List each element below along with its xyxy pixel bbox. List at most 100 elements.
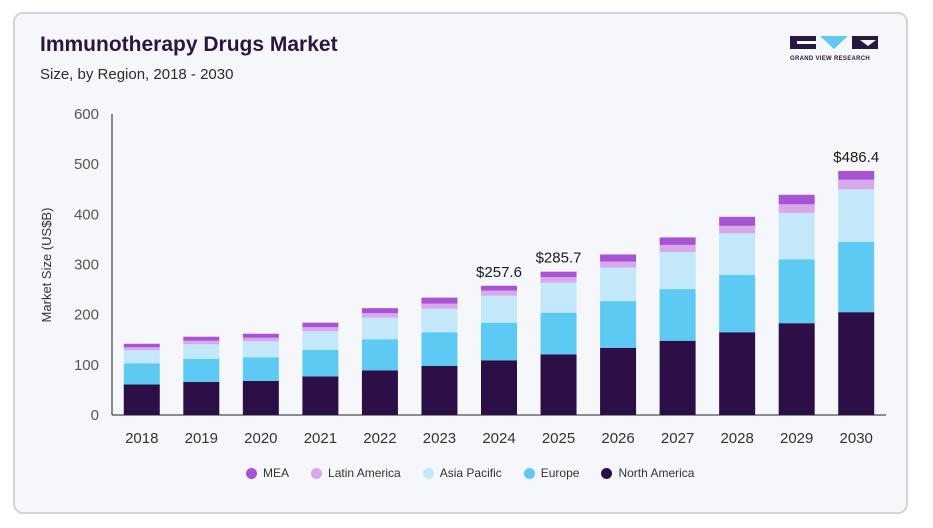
bar-segment-north-america-2028: [719, 332, 756, 415]
bar-segment-europe-2018: [123, 363, 160, 385]
bar-segment-asia-pacific-2022: [361, 317, 398, 340]
bar-segment-mea-2030: [838, 170, 875, 180]
grand-view-research-logo-icon: [790, 36, 878, 49]
x-tick-label-2030: 2030: [840, 430, 873, 447]
bar-segment-north-america-2020: [242, 380, 279, 415]
bar-segment-north-america-2021: [302, 376, 339, 415]
bar-segment-latin-america-2030: [838, 179, 875, 190]
bar-segment-latin-america-2021: [302, 327, 339, 332]
y-tick-label: 400: [74, 206, 99, 223]
bar-segment-asia-pacific-2023: [421, 308, 458, 333]
y-tick-label: 500: [74, 156, 99, 173]
bar-segment-latin-america-2019: [183, 340, 220, 345]
bar-segment-europe-2024: [481, 322, 517, 361]
x-tick-label-2023: 2023: [423, 430, 456, 447]
y-tick-label: 0: [91, 407, 99, 424]
x-tick-label-2027: 2027: [661, 430, 694, 447]
legend-item-latin-america: Latin America: [311, 466, 401, 480]
data-label-2030: $486.4: [833, 149, 879, 166]
x-tick-label-2025: 2025: [542, 430, 575, 447]
bar-segment-asia-pacific-2028: [719, 233, 756, 276]
bar-segment-latin-america-2025: [540, 277, 577, 283]
bar-segment-latin-america-2029: [778, 204, 815, 213]
bar-segment-latin-america-2024: [481, 290, 517, 296]
y-tick-label: 600: [74, 106, 99, 123]
bar-segment-europe-2026: [600, 301, 637, 348]
bar-segment-asia-pacific-2018: [123, 350, 160, 364]
x-tick-label-2029: 2029: [780, 430, 813, 447]
bar-segment-north-america-2023: [421, 365, 458, 415]
bar-segment-mea-2020: [242, 333, 279, 338]
bar-segment-mea-2028: [719, 216, 756, 226]
bar-segment-mea-2024: [481, 285, 517, 291]
bar-segment-mea-2019: [183, 336, 220, 341]
legend-swatch: [523, 467, 535, 479]
bar-segment-latin-america-2022: [361, 313, 398, 318]
bar-segment-latin-america-2026: [600, 261, 637, 268]
chart-legend: MEA Latin America Asia Pacific Europe North …: [246, 464, 716, 482]
bar-segment-europe-2027: [659, 289, 696, 341]
bar-segment-europe-2020: [242, 357, 279, 381]
legend-item-asia-pacific: Asia Pacific: [422, 466, 502, 480]
bar-segment-europe-2023: [421, 332, 458, 366]
bar-segment-north-america-2027: [659, 340, 696, 415]
x-tick-label-2026: 2026: [601, 430, 634, 447]
bar-segment-north-america-2024: [481, 360, 517, 415]
bar-segment-mea-2023: [421, 297, 458, 304]
legend-label: North America: [618, 466, 695, 480]
legend-swatch: [601, 467, 613, 479]
legend-label: MEA: [263, 466, 290, 480]
chart-subtitle: Size, by Region, 2018 - 2030: [40, 66, 234, 83]
legend-label: Europe: [540, 466, 580, 480]
y-tick-label: 200: [74, 307, 99, 324]
logo-text: GRAND VIEW RESEARCH: [790, 56, 871, 62]
x-tick-label-2018: 2018: [125, 430, 158, 447]
bar-segment-europe-2021: [302, 349, 339, 377]
bar-segment-europe-2028: [719, 275, 756, 333]
bar-segment-latin-america-2020: [242, 337, 279, 342]
y-tick-label: 300: [74, 257, 99, 274]
bar-segment-north-america-2026: [600, 347, 637, 415]
data-label-2025: $285.7: [536, 250, 582, 267]
legend-item-north-america: North America: [601, 466, 694, 480]
bar-segment-europe-2029: [778, 259, 815, 324]
bar-segment-north-america-2029: [778, 323, 815, 415]
y-tick-label: 100: [74, 357, 99, 374]
bar-segment-north-america-2018: [123, 384, 160, 415]
x-tick-label-2019: 2019: [185, 430, 218, 447]
bar-segment-latin-america-2023: [421, 303, 458, 309]
bar-segment-north-america-2022: [361, 370, 398, 415]
bar-segment-asia-pacific-2021: [302, 331, 339, 350]
bar-segment-asia-pacific-2027: [659, 251, 696, 290]
x-tick-label-2021: 2021: [304, 430, 337, 447]
bar-segment-latin-america-2028: [719, 225, 756, 234]
legend-label: Asia Pacific: [439, 466, 502, 480]
bar-segment-asia-pacific-2030: [838, 189, 875, 242]
x-tick-label-2020: 2020: [244, 430, 277, 447]
bar-segment-north-america-2019: [183, 381, 220, 415]
bar-segment-mea-2021: [302, 322, 339, 328]
legend-item-europe: Europe: [523, 466, 580, 480]
bar-segment-asia-pacific-2026: [600, 267, 637, 302]
bar-segment-europe-2019: [183, 358, 220, 382]
bar-segment-mea-2027: [659, 237, 696, 245]
legend-swatch: [422, 467, 434, 479]
bar-segment-mea-2029: [778, 194, 815, 205]
bar-segment-north-america-2030: [838, 312, 875, 415]
legend-item-mea: MEA: [246, 466, 289, 480]
bar-segment-latin-america-2018: [123, 347, 160, 351]
legend-swatch: [246, 467, 257, 479]
bar-segment-europe-2030: [838, 241, 875, 313]
chart-title: Immunotherapy Drugs Market: [40, 33, 338, 56]
bar-segment-asia-pacific-2019: [183, 344, 220, 359]
x-tick-label-2022: 2022: [363, 430, 396, 447]
bar-segment-europe-2022: [361, 339, 398, 371]
bar-segment-mea-2026: [600, 254, 637, 262]
bar-segment-asia-pacific-2025: [540, 282, 577, 313]
bar-segment-latin-america-2027: [659, 244, 696, 252]
y-axis-label: Market Size (US$B): [39, 208, 54, 323]
chart-card: [13, 12, 908, 514]
legend-swatch: [311, 467, 323, 479]
x-tick-label-2028: 2028: [720, 430, 753, 447]
